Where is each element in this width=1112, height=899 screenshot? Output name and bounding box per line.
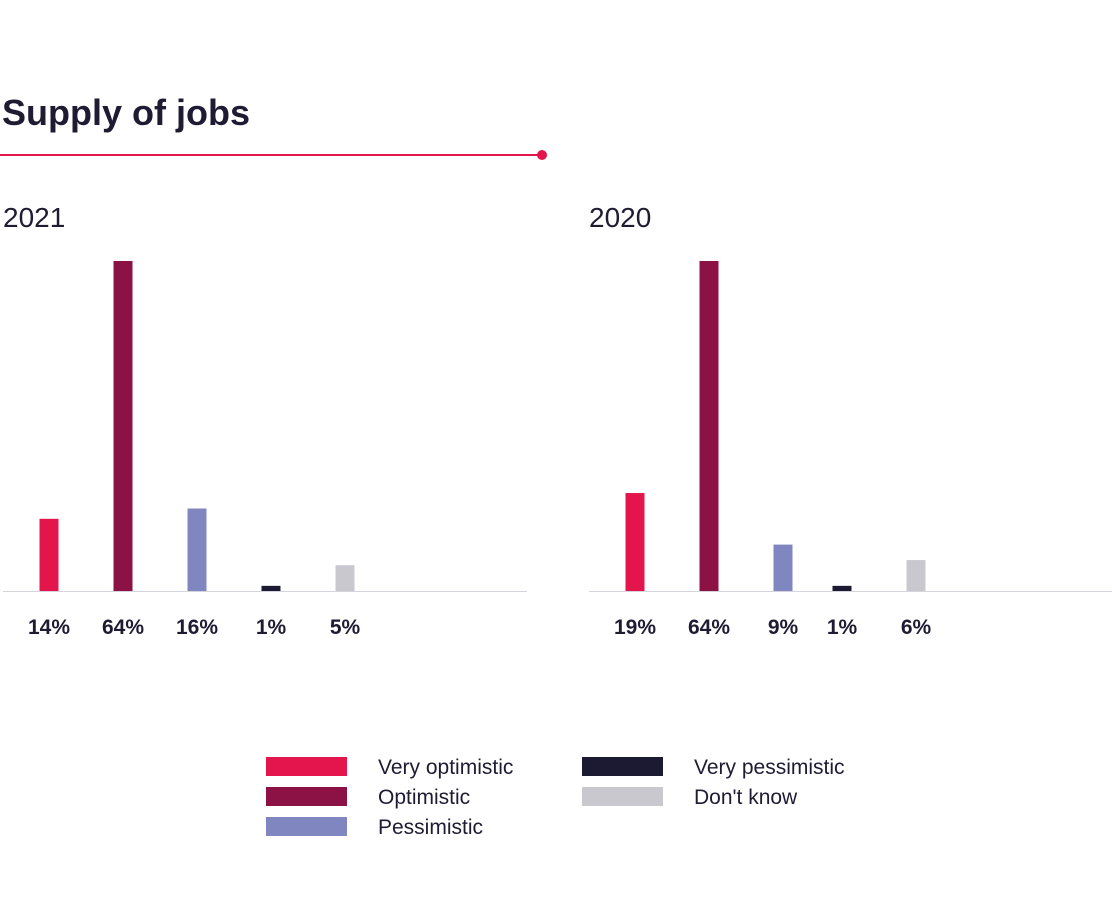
- value-label-2020-pessimistic: 9%: [768, 616, 799, 639]
- legend-label-very-pessimistic: Very pessimistic: [694, 756, 845, 779]
- value-label-2020-very-pessimistic: 1%: [827, 616, 858, 639]
- legend-swatch-very-optimistic: [266, 757, 347, 776]
- legend-label-dont-know: Don't know: [694, 786, 798, 809]
- legend-label-pessimistic: Pessimistic: [378, 816, 484, 839]
- bar-2020-pessimistic: [773, 544, 793, 591]
- legend-swatch-pessimistic: [266, 817, 347, 836]
- bar-2021-pessimistic: [187, 508, 207, 591]
- bar-2021-optimistic: [113, 261, 133, 591]
- bar-2020-optimistic: [699, 261, 719, 591]
- bar-chart-2021: 14% 64% 16% 1% 5%: [3, 261, 527, 639]
- value-label-2021-very-optimistic: 14%: [28, 616, 70, 639]
- bar-2021-very-pessimistic: [261, 585, 281, 591]
- bar-2020-very-pessimistic: [832, 585, 852, 591]
- value-label-2021-optimistic: 64%: [102, 616, 144, 639]
- bar-2021-very-optimistic: [39, 518, 59, 591]
- value-label-2021-very-pessimistic: 1%: [256, 616, 287, 639]
- value-label-2021-pessimistic: 16%: [176, 616, 218, 639]
- legend-swatch-very-pessimistic: [582, 757, 663, 776]
- legend-label-optimistic: Optimistic: [378, 786, 471, 809]
- value-label-2020-dont-know: 6%: [901, 616, 932, 639]
- bar-2021-dont-know: [335, 565, 355, 591]
- title-underline-dot: [537, 150, 547, 160]
- bar-chart-2020: 19% 64% 9% 1% 6%: [589, 261, 1112, 639]
- panel-label-2021: 2021: [3, 202, 66, 233]
- value-label-2020-very-optimistic: 19%: [614, 616, 656, 639]
- legend-swatch-optimistic: [266, 787, 347, 806]
- value-label-2020-optimistic: 64%: [688, 616, 730, 639]
- title-underline: [0, 154, 541, 156]
- legend-label-very-optimistic: Very optimistic: [378, 756, 514, 779]
- value-label-2021-dont-know: 5%: [330, 616, 361, 639]
- panel-label-2020: 2020: [589, 202, 652, 233]
- legend-swatch-dont-know: [582, 787, 663, 806]
- bar-2020-dont-know: [906, 560, 926, 591]
- bar-2020-very-optimistic: [625, 493, 645, 591]
- chart-title: Supply of jobs: [2, 92, 250, 133]
